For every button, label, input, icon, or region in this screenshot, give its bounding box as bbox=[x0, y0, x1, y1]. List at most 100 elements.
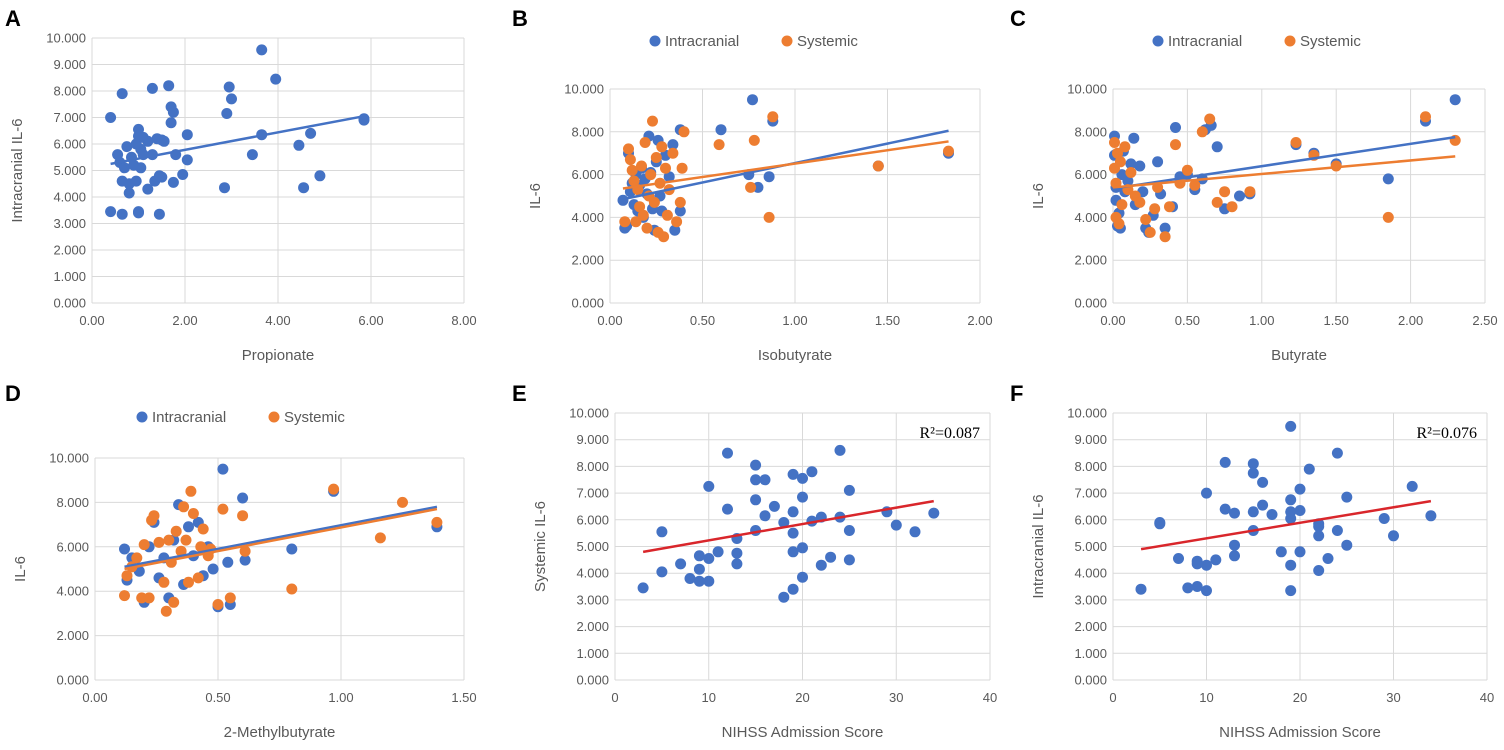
trend-line-intracranial bbox=[124, 505, 438, 569]
y-axis-label: IL-6 bbox=[12, 556, 29, 582]
data-point-intracranial bbox=[130, 175, 142, 187]
data-point-intracranial bbox=[1159, 222, 1171, 234]
data-point-systemic bbox=[693, 563, 705, 575]
data-point-intracranial bbox=[1247, 458, 1259, 470]
data-point-systemic bbox=[1211, 196, 1223, 208]
x-tick-label: 2.50 bbox=[1472, 313, 1497, 328]
data-point-intracranial bbox=[1125, 158, 1137, 170]
data-point-intracranial bbox=[1182, 582, 1194, 594]
data-point-systemic bbox=[675, 558, 687, 570]
data-point-intracranial bbox=[1378, 513, 1390, 524]
data-point-intracranial bbox=[747, 94, 758, 106]
data-point-intracranial bbox=[674, 205, 686, 217]
data-point-systemic bbox=[703, 575, 715, 587]
data-point-intracranial bbox=[217, 463, 229, 475]
data-point-intracranial bbox=[246, 149, 258, 161]
r-squared-label: R²=0.087 bbox=[920, 425, 981, 442]
data-point-intracranial bbox=[221, 108, 233, 119]
y-tick-label: 7.000 bbox=[576, 486, 609, 501]
data-point-intracranial bbox=[223, 81, 235, 93]
data-point-intracranial bbox=[1313, 530, 1325, 542]
data-point-systemic bbox=[674, 196, 686, 208]
y-tick-label: 1.000 bbox=[1074, 646, 1107, 661]
x-tick-label: 40 bbox=[983, 690, 997, 705]
data-point-systemic bbox=[138, 539, 150, 551]
data-point-intracranial bbox=[222, 556, 234, 568]
y-tick-label: 2.000 bbox=[1074, 253, 1107, 268]
legend-label: Systemic bbox=[284, 409, 345, 426]
x-tick-label: 20 bbox=[795, 690, 809, 705]
y-axis-label: Intracranial IL-6 bbox=[9, 118, 26, 222]
x-tick-label: 0.50 bbox=[690, 313, 715, 328]
y-tick-label: 0.000 bbox=[576, 673, 609, 688]
legend-label: Intracranial bbox=[152, 409, 226, 426]
data-point-systemic bbox=[636, 160, 647, 172]
trend-line-systemic bbox=[1112, 155, 1456, 189]
data-point-systemic bbox=[778, 591, 790, 603]
x-tick-label: 2.00 bbox=[172, 313, 197, 328]
y-axis-label: Intracranial IL-6 bbox=[1030, 494, 1047, 598]
x-tick-label: 0.50 bbox=[1175, 313, 1200, 328]
data-point-intracranial bbox=[116, 208, 128, 220]
data-point-intracranial bbox=[669, 224, 681, 236]
data-point-systemic bbox=[748, 134, 760, 146]
data-point-intracranial bbox=[1134, 160, 1146, 172]
trend-line-systemic bbox=[124, 507, 438, 571]
y-tick-label: 4.000 bbox=[1074, 566, 1107, 581]
data-point-systemic bbox=[712, 546, 724, 558]
data-point-systemic bbox=[843, 484, 855, 496]
x-tick-label: 20 bbox=[1293, 690, 1307, 705]
y-tick-label: 3.000 bbox=[53, 216, 86, 231]
data-point-intracranial bbox=[1331, 525, 1343, 536]
y-tick-label: 8.000 bbox=[1074, 124, 1107, 139]
data-point-intracranial bbox=[1406, 480, 1418, 492]
data-point-intracranial bbox=[105, 206, 117, 218]
y-tick-label: 7.000 bbox=[1074, 486, 1107, 501]
data-point-systemic bbox=[626, 164, 638, 176]
trend-line-intracranial bbox=[1112, 135, 1456, 190]
data-point-systemic bbox=[660, 162, 671, 174]
data-point-intracranial bbox=[1229, 539, 1240, 551]
data-point-systemic bbox=[645, 169, 657, 181]
data-point-systemic bbox=[787, 583, 799, 595]
y-tick-label: 6.000 bbox=[53, 137, 86, 152]
y-tick-label: 9.000 bbox=[53, 57, 86, 72]
panel-letter: A bbox=[5, 6, 21, 31]
y-tick-label: 0.000 bbox=[1074, 296, 1107, 311]
panel-b: B 0.000 2.000 4.000 6.000 8.000 10.000 0.00 0.50… bbox=[512, 6, 993, 364]
data-point-systemic bbox=[745, 181, 757, 193]
data-point-intracranial bbox=[167, 106, 179, 118]
data-point-systemic bbox=[158, 576, 170, 588]
data-point-systemic bbox=[239, 545, 251, 557]
data-point-intracranial bbox=[1285, 585, 1297, 597]
y-tick-label: 5.000 bbox=[576, 539, 609, 554]
data-point-intracranial bbox=[153, 208, 165, 220]
data-point-intracranial bbox=[667, 139, 679, 151]
legend-marker bbox=[1152, 35, 1164, 47]
data-point-intracranial bbox=[181, 154, 193, 166]
data-point-intracranial bbox=[305, 127, 317, 139]
data-point-intracranial bbox=[1303, 463, 1315, 475]
data-point-systemic bbox=[1290, 137, 1302, 148]
data-point-systemic bbox=[722, 503, 733, 515]
data-point-intracranial bbox=[181, 129, 193, 141]
x-tick-label: 6.00 bbox=[358, 313, 383, 328]
data-point-systemic bbox=[1196, 126, 1208, 138]
y-axis-label: IL-6 bbox=[527, 183, 544, 209]
y-tick-label: 8.000 bbox=[571, 124, 604, 139]
y-tick-label: 0.000 bbox=[56, 673, 89, 688]
data-point-systemic bbox=[187, 508, 199, 519]
data-point-intracranial bbox=[1211, 141, 1223, 153]
data-point-intracranial bbox=[1201, 585, 1212, 597]
y-tick-label: 9.000 bbox=[576, 432, 609, 447]
y-tick-label: 4.000 bbox=[1074, 210, 1107, 225]
data-point-systemic bbox=[787, 506, 799, 518]
panel-c: C 0.000 2.000 4.000 6.000 8.000 10.000 0.00 0.50… bbox=[1010, 6, 1498, 364]
data-point-systemic bbox=[374, 532, 386, 544]
data-point-systemic bbox=[778, 517, 790, 528]
y-tick-label: 2.000 bbox=[56, 628, 89, 643]
y-tick-label: 10.000 bbox=[564, 82, 604, 97]
x-tick-label: 0.00 bbox=[1100, 313, 1125, 328]
